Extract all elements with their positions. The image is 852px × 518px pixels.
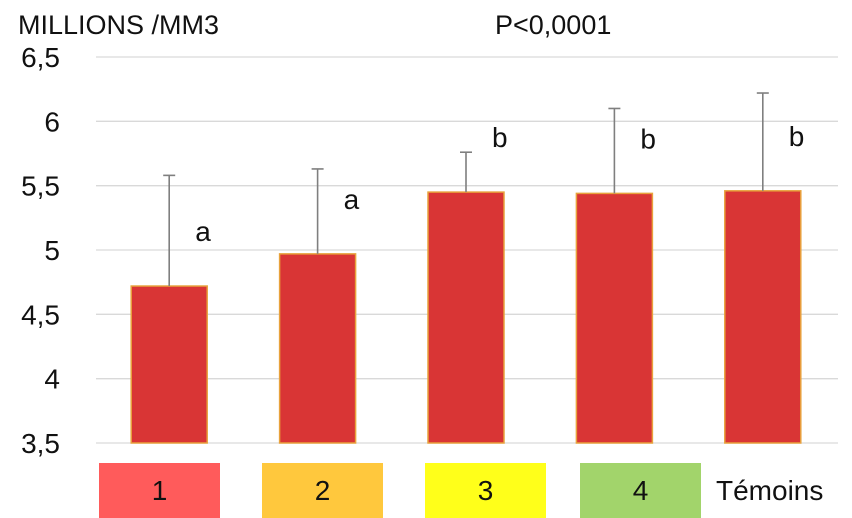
group-3-box: 3 (425, 463, 546, 518)
y-tick-label: 5,5 (21, 171, 60, 202)
significance-letter: b (492, 122, 508, 153)
significance-letter: a (344, 184, 360, 215)
bar (724, 190, 802, 444)
significance-letter: a (195, 216, 211, 247)
y-tick-label: 6 (44, 106, 60, 137)
y-axis-label: MILLIONS /MM3 (18, 10, 219, 40)
significance-letter: b (640, 123, 656, 154)
bar (427, 191, 505, 444)
y-tick-label: 4,5 (21, 299, 60, 330)
group-4-label: 4 (632, 474, 649, 506)
bar (130, 285, 208, 444)
error-bars (163, 92, 769, 287)
bar (575, 192, 654, 444)
y-tick-label: 4 (44, 364, 60, 395)
group-4-box: 4 (580, 463, 701, 518)
group-1-box: 1 (99, 463, 220, 518)
y-tick-label: 3,5 (21, 428, 60, 459)
y-axis-ticks: 3,5 4 4,5 5 5,5 6 6,5 (21, 42, 60, 459)
significance-letter: b (789, 121, 805, 152)
bar-chart: 3,5 4 4,5 5 5,5 6 6,5 a a b b b MILLIONS /MM3 P<0,… (18, 10, 838, 459)
bars (130, 190, 802, 444)
group-3-label: 3 (477, 474, 494, 506)
p-value-annotation: P<0,0001 (495, 10, 611, 40)
bar (278, 253, 357, 444)
temoins-label: Témoins (716, 474, 824, 506)
group-1-label: 1 (151, 474, 168, 506)
y-tick-label: 5 (44, 235, 60, 266)
y-tick-label: 6,5 (21, 42, 60, 73)
significance-letters: a a b b b (195, 121, 804, 247)
group-2-label: 2 (314, 474, 331, 506)
group-2-box: 2 (262, 463, 383, 518)
